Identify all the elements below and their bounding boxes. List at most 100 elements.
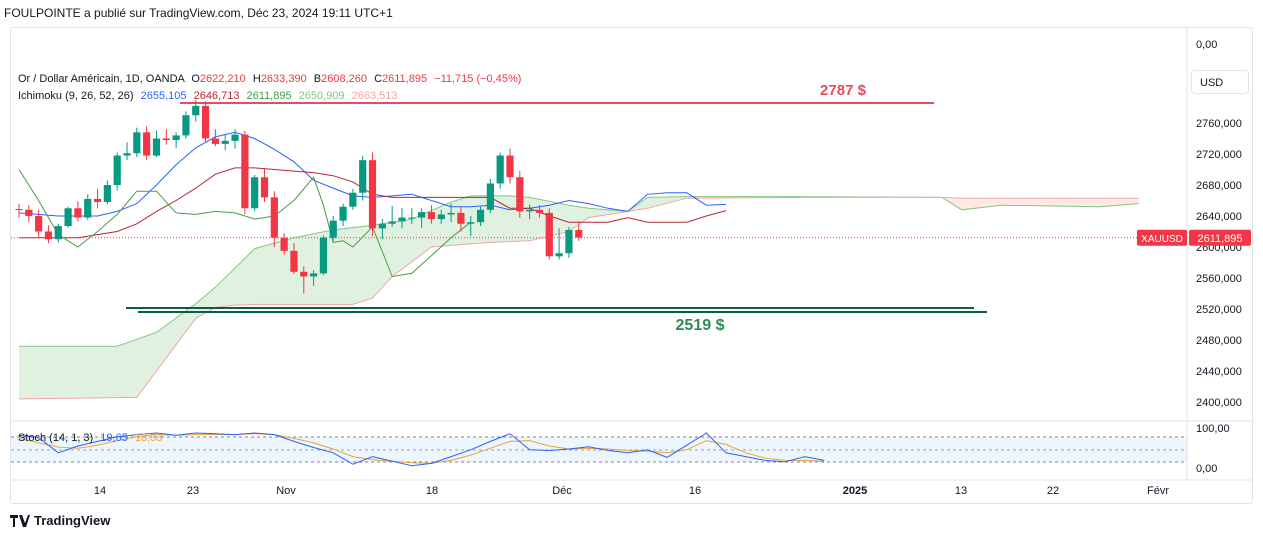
price-axis-tick: 2680,000: [1196, 180, 1242, 192]
candle-body: [486, 183, 494, 210]
time-axis-tick: 13: [955, 485, 967, 497]
candle-body: [25, 209, 33, 216]
ichimoku-kijun-value: 2646,713: [193, 90, 240, 102]
open-label: O: [191, 73, 200, 85]
candle-body: [251, 177, 259, 209]
candle-body: [15, 209, 23, 211]
stoch-label: Stoch (14, 1, 3): [18, 432, 94, 444]
candle-body: [133, 132, 141, 154]
close-value: 2611,895: [382, 73, 428, 85]
price-axis-tick: 2720,000: [1196, 149, 1242, 161]
candle-body: [54, 226, 62, 240]
time-axis-tick: 2025: [843, 485, 867, 497]
publication-header: FOULPOINTE a publié sur TradingView.com,…: [4, 6, 393, 20]
candle-body: [300, 271, 308, 277]
currency-button[interactable]: USD: [1191, 70, 1249, 94]
price-tag-value: 2611,895: [1197, 233, 1242, 245]
stoch-legend: Stoch (14, 1, 3) 19,65 18,33: [18, 432, 162, 444]
price-axis-tick: 2520,000: [1196, 304, 1242, 316]
stoch-axis-tick: 100,00: [1196, 423, 1230, 435]
candle-body: [476, 209, 485, 223]
candles: [15, 99, 583, 294]
candle-body: [152, 138, 161, 156]
candle-body: [35, 216, 43, 232]
candle-body: [123, 153, 131, 156]
tradingview-brand: TradingView: [34, 513, 111, 528]
symbol-legend: Or / Dollar Américain, 1D, OANDA O2622,2…: [18, 73, 521, 85]
ichimoku-span-b-value: 2663,513: [351, 90, 398, 102]
time-axis-tick: 18: [426, 485, 438, 497]
time-axis-tick: Nov: [276, 485, 296, 497]
time-axis-tick: Déc: [552, 485, 572, 497]
candle-body: [368, 160, 377, 229]
candle-body: [437, 214, 445, 220]
candle-body: [378, 223, 386, 229]
candle-body: [535, 209, 544, 213]
candle-body: [172, 135, 180, 141]
ichimoku-cloud-segment: [947, 197, 1139, 210]
candle-body: [93, 198, 102, 203]
candle-body: [418, 212, 426, 218]
ichimoku-chikou-value: 2611,895: [246, 90, 292, 102]
price-tag-value-bg: [1189, 229, 1251, 246]
candle-body: [201, 105, 210, 139]
candle-body: [319, 237, 328, 274]
candle-body: [310, 273, 318, 277]
candle-body: [84, 198, 92, 218]
candle-body: [74, 208, 82, 218]
resistance-label: 2787 $: [820, 82, 867, 99]
candle-body: [64, 208, 72, 227]
close-label: C: [374, 73, 383, 85]
candle-body: [565, 229, 573, 254]
candle-body: [516, 177, 524, 212]
price-tag-symbol: XAUUSD: [1141, 234, 1183, 245]
ichimoku-legend: Ichimoku (9, 26, 52, 26) 2655,105 2646,7…: [18, 90, 398, 102]
symbol-title: Or / Dollar Américain, 1D, OANDA: [18, 73, 185, 85]
candle-body: [44, 231, 53, 240]
stoch-d-value: 18,33: [134, 432, 163, 444]
low-label: B: [313, 73, 322, 85]
high-label: H: [252, 73, 261, 85]
candle-body: [231, 134, 239, 141]
candle-body: [359, 160, 367, 193]
candle-body: [467, 222, 475, 224]
candle-body: [241, 134, 249, 209]
tradingview-footer: TradingView: [10, 513, 110, 528]
open-value: 2622,210: [199, 73, 246, 85]
candle-body: [143, 132, 151, 156]
candle-body: [113, 155, 121, 185]
candle-body: [211, 138, 219, 144]
axes: 0,002760,0002720,0002680,0002640,0002600…: [11, 28, 1252, 497]
candle-body: [339, 206, 347, 221]
price-axis-tick: 2760,000: [1196, 118, 1242, 130]
time-axis-tick: 23: [187, 485, 199, 497]
ichimoku-tenkan-value: 2655,105: [140, 90, 187, 102]
price-tag-symbol-bg: [1137, 229, 1187, 246]
candle-body: [182, 115, 190, 136]
candle-body: [496, 155, 504, 184]
candle-body: [192, 105, 200, 116]
candle-body: [427, 212, 436, 220]
stoch-pane: [11, 432, 1187, 467]
price-axis-tick: 2480,000: [1196, 335, 1242, 347]
candle-body: [103, 185, 111, 203]
candle-body: [447, 212, 455, 215]
chart-frame: [10, 27, 1253, 504]
stoch-k-line: [18, 432, 825, 467]
change-value: −11,715 (−0,45%): [434, 73, 522, 85]
ichimoku-lines: [18, 131, 1139, 400]
candle-body: [260, 177, 269, 198]
price-axis-tick: 2400,000: [1196, 397, 1242, 409]
candle-body: [526, 209, 534, 212]
candle-body: [398, 217, 406, 222]
candle-body: [329, 220, 337, 238]
candle-body: [388, 221, 396, 224]
time-axis-tick: Févr: [1147, 485, 1169, 497]
candle-body: [221, 140, 229, 144]
stoch-axis-tick: 0,00: [1196, 463, 1217, 475]
kijun-sen-line: [19, 167, 727, 239]
support-label: 2519 $: [676, 317, 725, 334]
candle-body: [555, 253, 563, 257]
stoch-k-value: 19,65: [100, 432, 128, 444]
